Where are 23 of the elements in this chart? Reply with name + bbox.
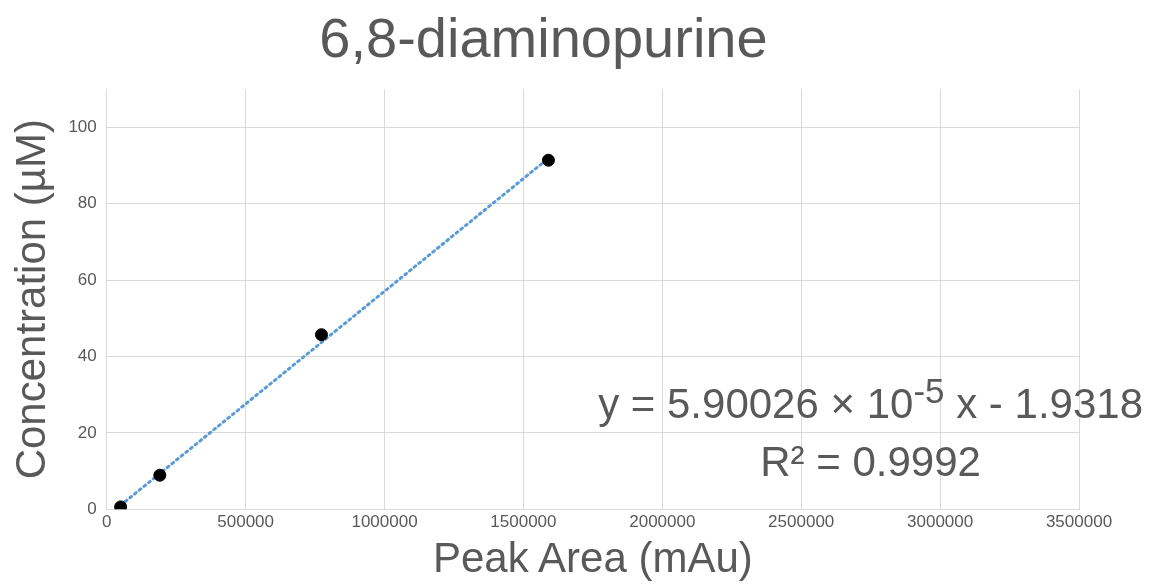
annotation: R² = 0.9992	[759, 437, 982, 487]
annotation: y = 5.90026 × 10$^{-5}$ x - 1.9318	[598, 370, 1143, 429]
y-tick-label: 40	[77, 346, 97, 366]
x-tick-label: 3500000	[1045, 512, 1113, 532]
x-tick-label: 1000000	[351, 512, 418, 532]
point	[153, 468, 167, 482]
chart-title: 6,8-diaminopurine	[319, 6, 768, 70]
x-axis-title: Peak Area (mAu)	[432, 534, 753, 582]
point	[114, 500, 128, 510]
y-tick-label: 60	[77, 269, 97, 289]
y-axis-title: Concentration (µM)	[6, 119, 54, 480]
x-tick-label: 2500000	[768, 512, 835, 532]
y-tick-label: 80	[77, 193, 97, 213]
y-tick-label: 0	[87, 498, 97, 518]
x-tick-label: 1500000	[490, 512, 557, 532]
x-tick-label: 2000000	[629, 512, 696, 532]
y-tick-label: 100	[68, 117, 97, 137]
x-tick-label: 500000	[217, 512, 275, 532]
x-tick-label: 0	[102, 512, 112, 532]
y-tick-label: 20	[77, 422, 97, 442]
point	[314, 328, 328, 342]
x-tick-label: 3000000	[907, 512, 974, 532]
point	[541, 153, 555, 167]
